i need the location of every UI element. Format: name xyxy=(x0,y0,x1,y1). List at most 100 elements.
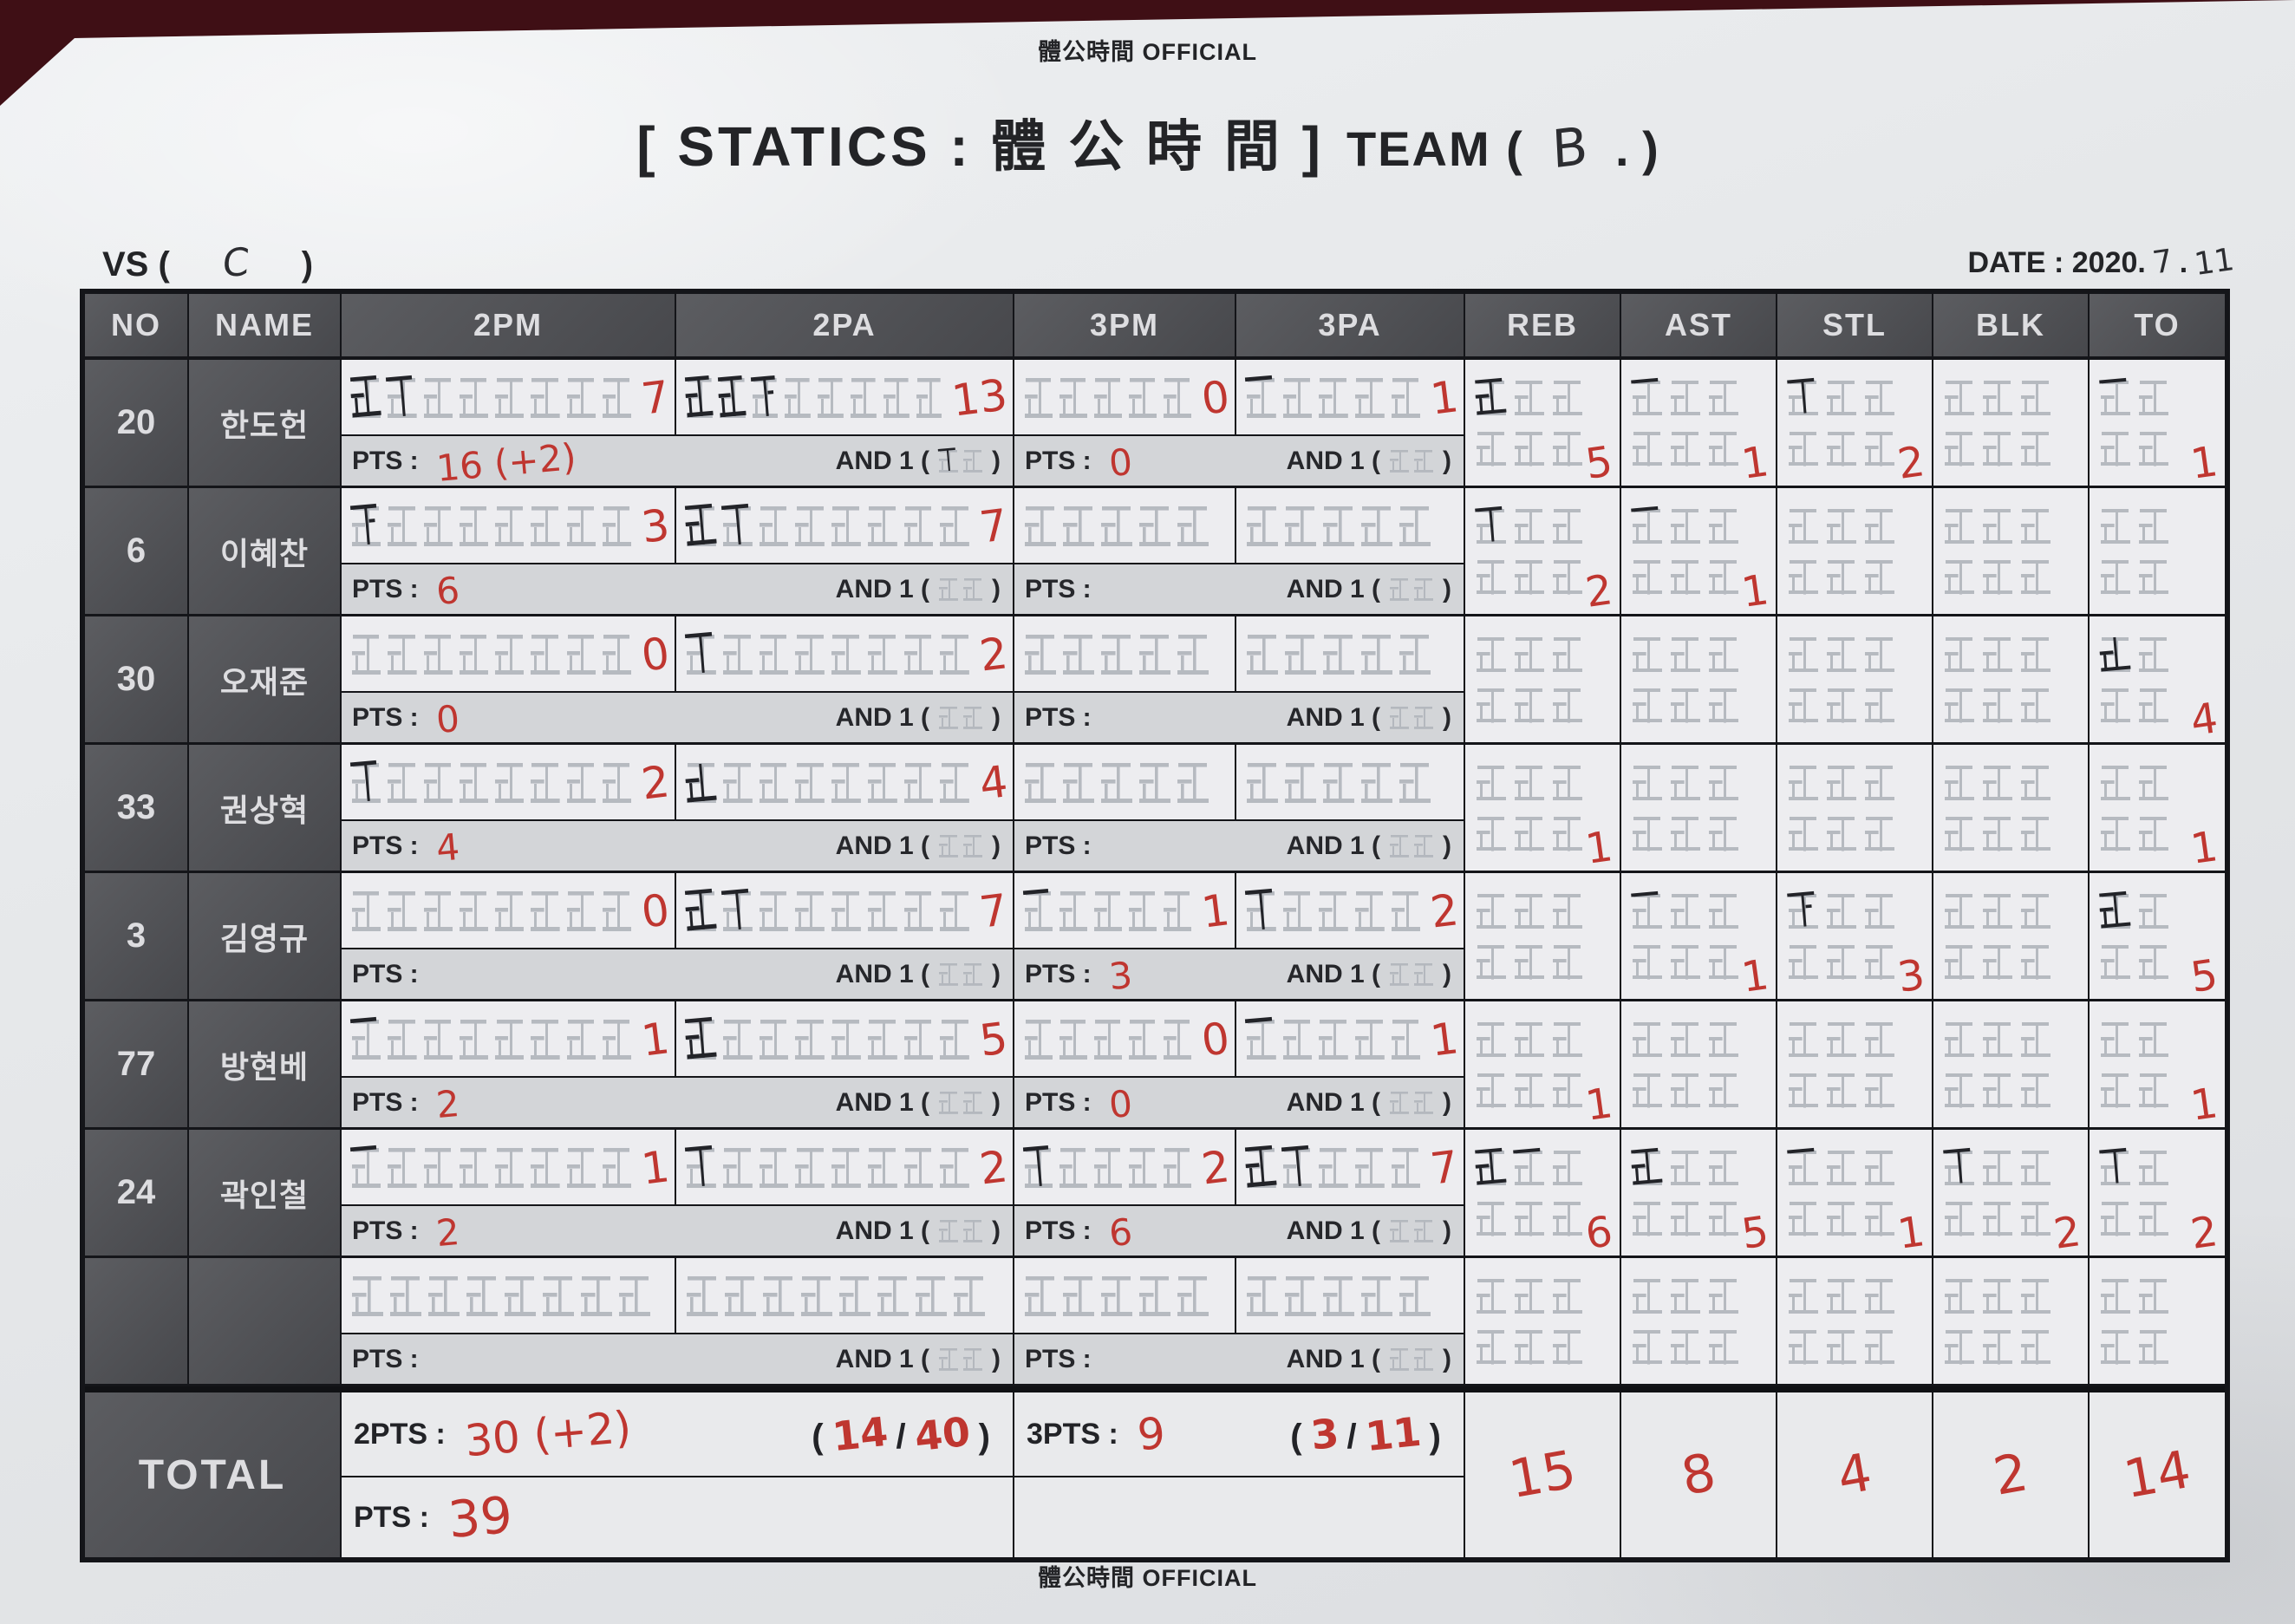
tally-glyph-print xyxy=(1101,763,1132,803)
tally-glyph xyxy=(531,506,560,546)
tally-glyph-print xyxy=(1709,1279,1738,1314)
tally-glyph xyxy=(1789,509,1818,545)
tally-3pa: 1 xyxy=(1236,360,1464,434)
tally-glyph-print xyxy=(1789,1279,1818,1314)
tally-glyph xyxy=(1512,1148,1545,1186)
stat-reb: 2 xyxy=(1465,488,1620,614)
and1-tally-area xyxy=(936,834,985,858)
tally-glyph xyxy=(466,1276,498,1316)
tally-glyph-print xyxy=(1671,944,1700,980)
tally-glyph xyxy=(1319,1148,1348,1188)
tally-glyph xyxy=(602,763,632,803)
header-cell-no: NO xyxy=(85,294,187,356)
tally-glyph xyxy=(1633,1329,1662,1365)
tally-glyph xyxy=(1025,763,1056,803)
tally-glyph-print xyxy=(566,763,596,803)
tally-glyph xyxy=(954,1276,985,1316)
tally-glyph-print xyxy=(1827,1073,1856,1108)
player-row: 33 권상혁 2 4 PTS : 4 AND 1 () PTS : AND 1 () 1 1 xyxy=(85,745,2225,873)
tally-glyph-print xyxy=(1101,635,1132,675)
tally-glyph-print xyxy=(1865,637,1894,673)
tally-glyph xyxy=(2101,559,2130,595)
tally-glyph xyxy=(867,763,897,803)
pts-2pt-row: PTS : 2 AND 1 () xyxy=(342,1206,1013,1256)
tally-glyph-print xyxy=(495,378,525,418)
tally-glyph xyxy=(1477,1279,1506,1314)
tally-glyph xyxy=(1414,1091,1433,1114)
tally-glyph-print xyxy=(1945,431,1974,466)
pts-label: PTS : xyxy=(352,1344,419,1373)
pts-label: PTS : xyxy=(1025,1087,1092,1117)
stat-reb-line1 xyxy=(1472,506,1616,545)
tally-glyph xyxy=(1059,891,1088,931)
tally-glyph xyxy=(1671,559,1700,595)
tally-glyph xyxy=(1361,635,1392,675)
stat-ast xyxy=(1621,616,1776,742)
tally-glyph xyxy=(1789,637,1818,673)
tally-glyph-print xyxy=(388,1148,417,1188)
total-ast: 8 xyxy=(1621,1392,1776,1557)
tally-glyph xyxy=(940,506,970,546)
tally-glyph xyxy=(1983,688,2012,723)
pts-2pt-row: PTS : AND 1 () xyxy=(342,949,1013,999)
tally-glyph xyxy=(795,1020,825,1060)
tally-glyph xyxy=(867,1148,897,1188)
tally-glyph xyxy=(1983,1201,2012,1236)
stat-ast: 5 xyxy=(1621,1130,1776,1256)
tally-3pm: 1 xyxy=(1014,873,1235,948)
tally-glyph-print xyxy=(903,1148,934,1188)
stat-reb-line2 xyxy=(1472,1329,1616,1365)
tally-glyph xyxy=(459,635,489,675)
tally-glyph-print xyxy=(1282,891,1313,931)
player-number: 20 xyxy=(85,360,187,486)
tally-glyph-print xyxy=(1129,891,1157,931)
total-3pts-label: 3PTS : xyxy=(1027,1417,1118,1451)
tally-glyph-print xyxy=(1709,431,1738,466)
and1-tally-area xyxy=(1387,1091,1436,1114)
tally-glyph-print xyxy=(1059,891,1088,931)
tally-glyph-print xyxy=(939,1091,958,1114)
tally-glyph-print xyxy=(1553,559,1582,595)
tally-glyph xyxy=(1477,637,1506,673)
tally-glyph-print xyxy=(1983,559,2012,595)
tally-glyph-print xyxy=(566,506,596,546)
tally-glyph xyxy=(1709,944,1738,980)
tally-2pm-count-red: 1 xyxy=(638,1141,673,1195)
tally-glyph xyxy=(390,1276,421,1316)
tally-glyph xyxy=(903,1020,934,1060)
tally-glyph-print xyxy=(1827,944,1856,980)
tally-glyph xyxy=(1247,1276,1278,1316)
tally-glyph xyxy=(2021,431,2051,466)
tally-glyph-print xyxy=(1827,688,1856,723)
tally-glyph xyxy=(683,888,717,931)
tally-glyph xyxy=(1789,944,1818,980)
tally-glyph xyxy=(963,577,982,601)
tally-glyph xyxy=(1474,1148,1507,1186)
tally-glyph-print xyxy=(388,891,417,931)
tally-glyph-print xyxy=(1827,431,1856,466)
tally-glyph xyxy=(939,706,958,729)
total-2pa-attempts: 40 xyxy=(912,1407,973,1461)
tally-glyph-print xyxy=(1059,1020,1088,1060)
tally-glyph xyxy=(1059,378,1088,418)
tally-glyph-print xyxy=(1709,637,1738,673)
tally-glyph-print xyxy=(1390,962,1409,986)
tally-glyph-print xyxy=(903,635,934,675)
tally-glyph xyxy=(2139,766,2168,801)
header-cell-blk: BLK xyxy=(1933,294,2088,356)
stat-ast xyxy=(1621,1258,1776,1384)
stat-reb: 5 xyxy=(1465,360,1620,486)
tally-glyph xyxy=(602,635,632,675)
tally-glyph xyxy=(2021,1279,2051,1314)
tally-glyph-print xyxy=(850,378,877,418)
tally-glyph xyxy=(1139,635,1170,675)
pts-label: PTS : xyxy=(352,831,419,860)
tally-glyph xyxy=(1865,1329,1894,1365)
tally-ink-mark xyxy=(683,631,717,675)
and1-tally-area xyxy=(1387,834,1436,858)
tally-glyph-print xyxy=(1553,509,1582,545)
team-name-handwritten: B xyxy=(1550,115,1589,181)
tally-glyph-print xyxy=(1285,506,1316,546)
stat-to-line1 xyxy=(2096,509,2221,545)
tally-glyph-print xyxy=(963,962,982,986)
